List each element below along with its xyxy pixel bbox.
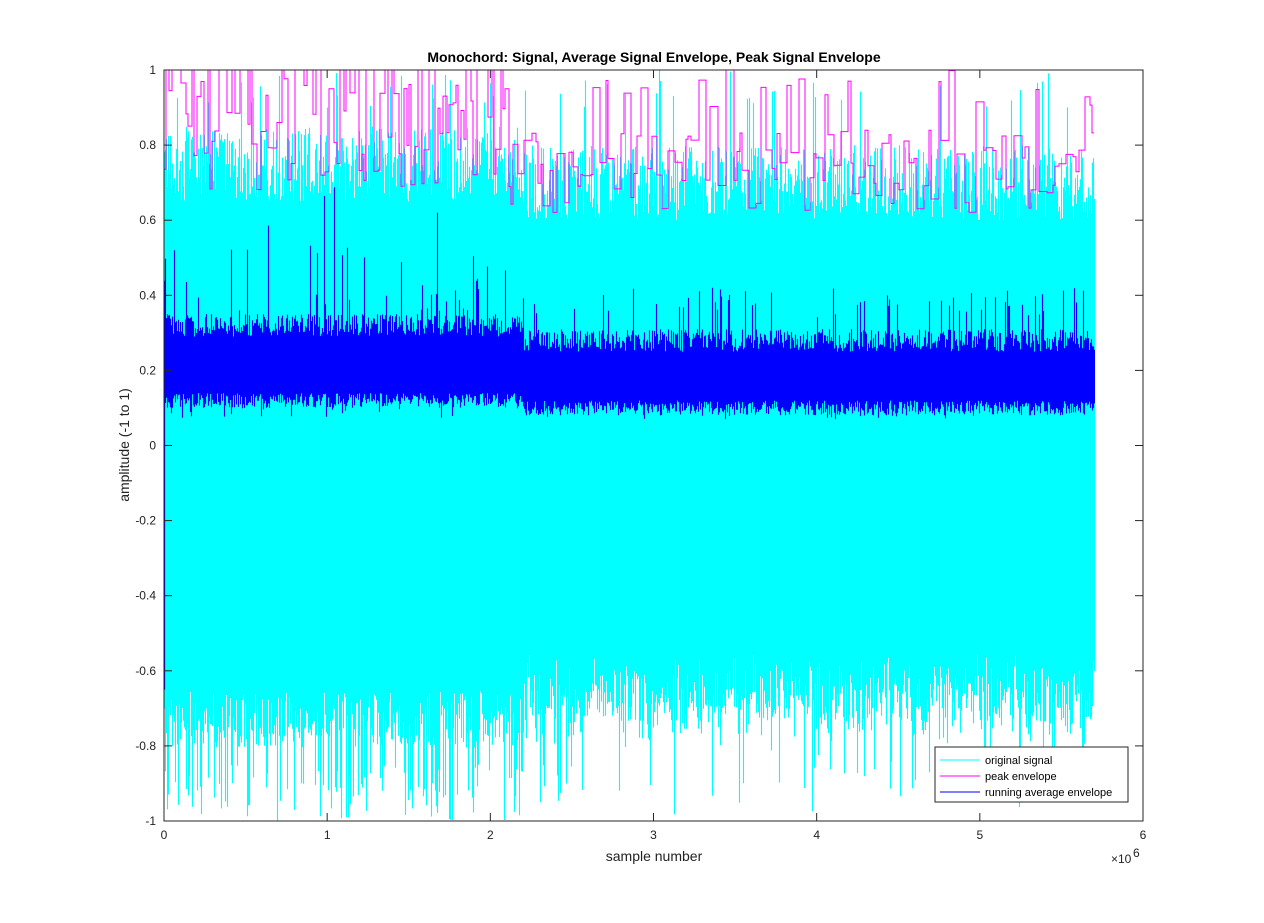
x-tick-label: 0	[161, 828, 168, 842]
chart-title: Monochord: Signal, Average Signal Envelo…	[427, 49, 881, 65]
y-tick-label: 0	[149, 439, 156, 453]
y-tick-label: -0.8	[135, 739, 156, 753]
y-tick-label: 0.8	[139, 138, 156, 152]
x-tick-label: 6	[1140, 828, 1147, 842]
peak-envelope-series	[164, 69, 1095, 213]
y-tick-label: -0.6	[135, 664, 156, 678]
legend-label-peak: peak envelope	[985, 771, 1057, 783]
x-tick-label: 3	[650, 828, 657, 842]
legend: original signal peak envelope running av…	[934, 746, 1129, 803]
y-axis-label: amplitude (-1 to 1)	[116, 388, 132, 502]
legend-label-original: original signal	[985, 755, 1052, 767]
y-tick-label: -0.4	[135, 589, 156, 603]
x-multiplier-exponent: 6	[1133, 846, 1140, 860]
y-tick-label: 0.2	[139, 363, 156, 377]
y-tick-label: -1	[145, 814, 156, 828]
x-multiplier-base: ×10	[1111, 852, 1132, 866]
x-axis-ticks: 0 1 2 3 4 5 6	[161, 70, 1147, 842]
y-tick-label: -0.2	[135, 514, 156, 528]
plot-area	[163, 69, 1144, 822]
x-tick-label: 4	[813, 828, 820, 842]
x-axis-label: sample number	[606, 848, 703, 864]
legend-label-average: running average envelope	[985, 787, 1112, 799]
x-tick-label: 1	[324, 828, 331, 842]
y-axis-ticks: -1 -0.8 -0.6 -0.4 -0.2 0 0.2 0.4 0.6 0.8 1	[135, 63, 1143, 828]
x-multiplier: ×10 6	[1111, 846, 1140, 866]
peak-envelope-trace	[164, 69, 1095, 213]
y-tick-label: 1	[149, 63, 156, 77]
x-tick-label: 2	[487, 828, 494, 842]
x-tick-label: 5	[976, 828, 983, 842]
y-tick-label: 0.4	[139, 288, 156, 302]
legend-box	[934, 746, 1129, 803]
y-tick-label: 0.6	[139, 213, 156, 227]
